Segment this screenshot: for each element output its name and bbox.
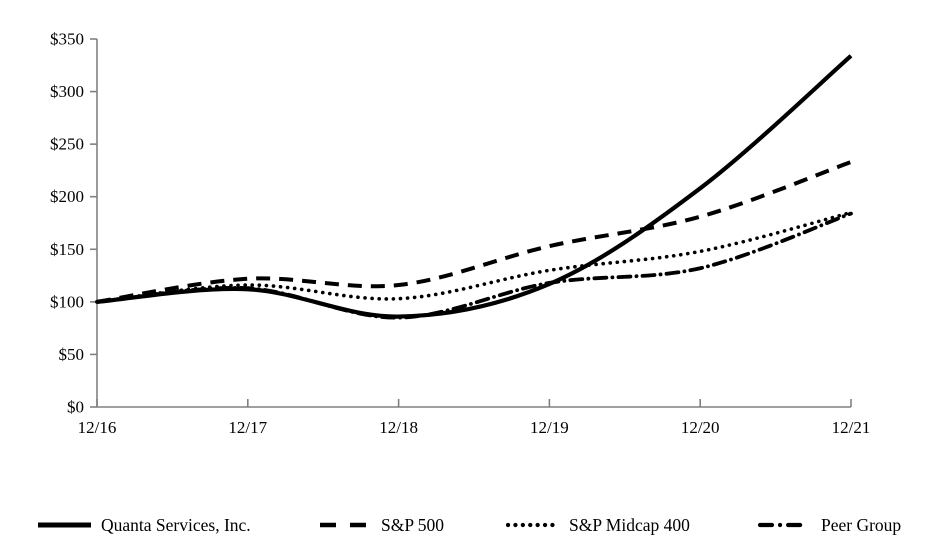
- x-tick-label: 12/20: [681, 418, 720, 437]
- x-tick-label: 12/21: [832, 418, 871, 437]
- y-tick-label: $0: [67, 398, 84, 417]
- series-line-0: [96, 54, 853, 319]
- y-tick-label: $350: [50, 30, 84, 49]
- legend-label-peer-group: Peer Group: [821, 514, 902, 535]
- y-tick-label: $300: [50, 82, 84, 101]
- legend-item-sp-midcap-400: S&P Midcap 400: [505, 504, 690, 546]
- series-line-2: [95, 210, 853, 304]
- y-tick-label: $250: [50, 135, 84, 154]
- legend-item-peer-group: Peer Group: [757, 504, 901, 546]
- x-tick-label: 12/17: [228, 418, 267, 437]
- x-tick-label: 12/18: [379, 418, 418, 437]
- legend-label-sp500: S&P 500: [381, 514, 445, 535]
- y-tick-label: $150: [50, 240, 84, 259]
- series-line-1: [96, 160, 852, 304]
- dotted-line-swatch-icon: [505, 522, 561, 528]
- legend-label-sp-midcap-400: S&P Midcap 400: [569, 514, 690, 535]
- solid-line-swatch-icon: [38, 522, 91, 528]
- x-tick-label: 12/16: [78, 418, 117, 437]
- legend-label-quanta-services: Quanta Services, Inc.: [101, 514, 251, 535]
- legend-item-quanta-services: Quanta Services, Inc.: [37, 504, 251, 546]
- series-line-3: [95, 211, 853, 320]
- y-tick-label: $100: [50, 292, 84, 311]
- y-tick-label: $50: [59, 345, 85, 364]
- x-tick-label: 12/19: [530, 418, 569, 437]
- dashed-line-swatch-icon: [320, 522, 366, 528]
- chart-legend: Quanta Services, Inc. S&P 500 S&P Midcap…: [0, 504, 936, 546]
- dashdot-line-swatch-icon: [757, 522, 811, 528]
- y-tick-label: $200: [50, 187, 84, 206]
- legend-item-sp500: S&P 500: [317, 504, 444, 546]
